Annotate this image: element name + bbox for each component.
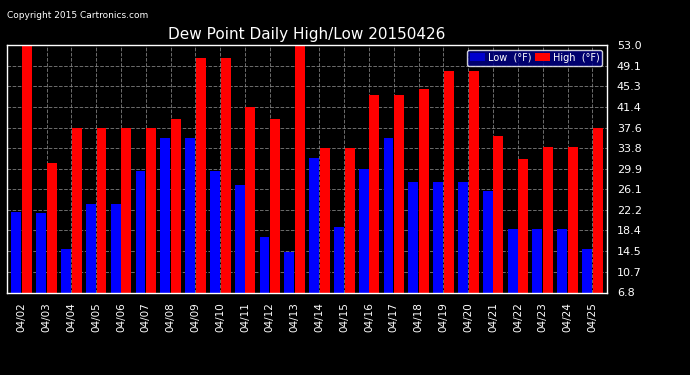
Bar bbox=[135, 171, 146, 292]
Bar bbox=[110, 204, 121, 292]
Bar bbox=[47, 164, 57, 292]
Bar bbox=[558, 229, 567, 292]
Bar bbox=[593, 128, 602, 292]
Bar bbox=[419, 90, 429, 292]
Bar bbox=[171, 119, 181, 292]
Bar bbox=[394, 95, 404, 292]
Bar bbox=[384, 138, 393, 292]
Bar bbox=[408, 182, 418, 292]
Bar bbox=[458, 182, 468, 292]
Bar bbox=[309, 158, 319, 292]
Text: Copyright 2015 Cartronics.com: Copyright 2015 Cartronics.com bbox=[7, 11, 148, 20]
Bar bbox=[12, 211, 21, 292]
Bar bbox=[483, 191, 493, 292]
Title: Dew Point Daily High/Low 20150426: Dew Point Daily High/Low 20150426 bbox=[168, 27, 446, 42]
Bar bbox=[185, 138, 195, 292]
Bar bbox=[469, 71, 479, 292]
Bar bbox=[582, 249, 592, 292]
Bar bbox=[543, 147, 553, 292]
Bar bbox=[160, 138, 170, 292]
Bar bbox=[121, 128, 131, 292]
Bar bbox=[146, 128, 156, 292]
Bar bbox=[433, 182, 443, 292]
Bar bbox=[533, 229, 542, 292]
Bar bbox=[344, 148, 355, 292]
Bar bbox=[196, 58, 206, 292]
Bar bbox=[320, 148, 330, 292]
Bar bbox=[259, 237, 270, 292]
Bar bbox=[72, 128, 81, 292]
Bar bbox=[568, 147, 578, 292]
Bar bbox=[37, 213, 46, 292]
Bar bbox=[334, 227, 344, 292]
Bar bbox=[518, 159, 528, 292]
Bar bbox=[97, 128, 106, 292]
Bar bbox=[493, 136, 504, 292]
Bar bbox=[270, 119, 280, 292]
Bar bbox=[284, 252, 294, 292]
Bar bbox=[369, 95, 380, 292]
Bar bbox=[210, 171, 220, 292]
Legend: Low  (°F), High  (°F): Low (°F), High (°F) bbox=[467, 50, 602, 66]
Bar bbox=[61, 249, 71, 292]
Bar bbox=[359, 169, 368, 292]
Bar bbox=[235, 185, 245, 292]
Bar bbox=[22, 45, 32, 292]
Bar bbox=[86, 204, 96, 292]
Bar bbox=[295, 45, 305, 292]
Bar bbox=[508, 229, 518, 292]
Bar bbox=[444, 71, 454, 292]
Bar bbox=[246, 107, 255, 292]
Bar bbox=[221, 58, 230, 292]
